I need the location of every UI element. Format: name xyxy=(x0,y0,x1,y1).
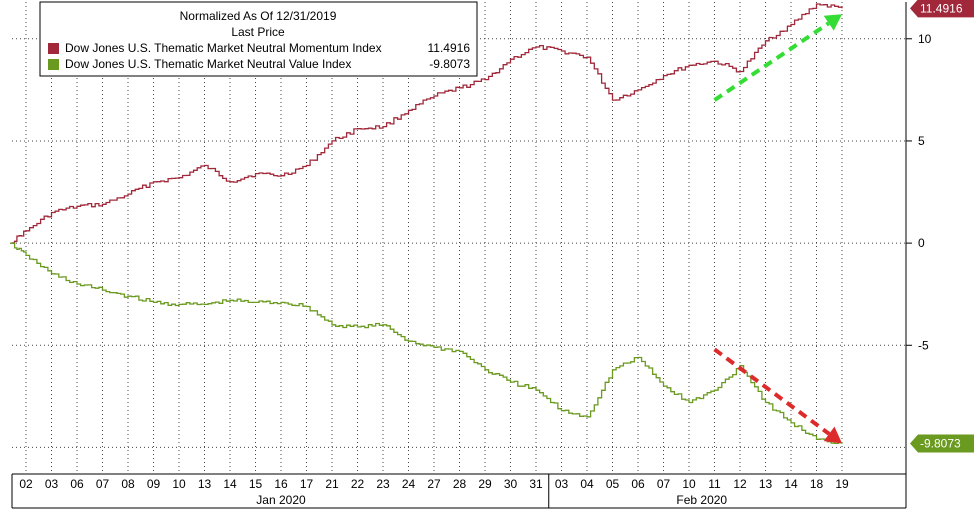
x-tick-label: 04 xyxy=(580,477,594,491)
x-tick-label: 23 xyxy=(376,477,390,491)
x-tick-label: 24 xyxy=(402,477,416,491)
y-tick-label: 0 xyxy=(918,236,925,250)
month-label: Jan 2020 xyxy=(256,493,306,507)
last-price-label: -9.8073 xyxy=(920,437,961,451)
series-line xyxy=(10,3,843,244)
x-tick-label: 22 xyxy=(351,477,365,491)
x-tick-label: 17 xyxy=(300,477,314,491)
x-tick-label: 07 xyxy=(657,477,671,491)
trend-arrows xyxy=(713,14,842,444)
x-tick-label: 03 xyxy=(555,477,569,491)
x-tick-label: 30 xyxy=(504,477,518,491)
legend-series-last: 11.4916 xyxy=(428,41,471,55)
trend-arrow-head xyxy=(823,426,842,444)
legend-swatch xyxy=(48,59,59,70)
x-tick-label: 13 xyxy=(198,477,212,491)
legend-subtitle: Last Price xyxy=(231,25,285,39)
month-label: Feb 2020 xyxy=(676,493,727,507)
x-tick-label: 07 xyxy=(96,477,110,491)
last-price-label: 11.4916 xyxy=(920,1,963,15)
legend-series-name: Dow Jones U.S. Thematic Market Neutral V… xyxy=(65,57,351,71)
x-tick-label: 06 xyxy=(70,477,84,491)
y-tick-label: -5 xyxy=(918,338,929,352)
x-tick-label: 05 xyxy=(606,477,620,491)
legend-title: Normalized As Of 12/31/2019 xyxy=(180,9,337,23)
x-tick-label: 12 xyxy=(733,477,747,491)
x-tick-label: 08 xyxy=(121,477,135,491)
x-tick-label: 11 xyxy=(708,477,721,491)
plot-frame xyxy=(11,2,907,509)
trend-arrow-shaft xyxy=(713,347,831,436)
x-tick-label: 09 xyxy=(147,477,161,491)
legend: Normalized As Of 12/31/2019 Last Price Dow… xyxy=(39,1,478,77)
trend-arrow-shaft xyxy=(713,21,830,102)
last-price-tag xyxy=(910,0,974,18)
x-tick-label: 06 xyxy=(631,477,645,491)
x-tick-label: 21 xyxy=(325,477,339,491)
last-price-tag xyxy=(910,434,974,453)
legend-series-last: -9.8073 xyxy=(429,57,470,71)
series-lines xyxy=(10,3,843,445)
x-axis: 02 03 06 07 08 09 10 13 14 15 16 17 21 22 23 24 27 28 29 30… xyxy=(19,474,849,508)
x-tick-label: 02 xyxy=(19,477,33,491)
series-line xyxy=(10,242,843,445)
x-tick-label: 10 xyxy=(172,477,186,491)
x-tick-label: 14 xyxy=(784,477,798,491)
y-axis: 10 5 0 -5 11.4916 -9.8073 xyxy=(906,0,974,453)
legend-series-name: Dow Jones U.S. Thematic Market Neutral M… xyxy=(65,41,382,55)
legend-box xyxy=(39,1,478,77)
x-tick-label: 29 xyxy=(478,477,492,491)
x-tick-label: 18 xyxy=(810,477,824,491)
x-tick-label: 27 xyxy=(427,477,441,491)
x-tick-label: 10 xyxy=(682,477,696,491)
x-tick-label: 31 xyxy=(529,477,543,491)
x-tick-label: 16 xyxy=(274,477,288,491)
x-tick-label: 15 xyxy=(249,477,263,491)
x-tick-label: 28 xyxy=(453,477,467,491)
x-tick-label: 14 xyxy=(223,477,237,491)
x-tick-label: 13 xyxy=(759,477,773,491)
y-tick-label: 5 xyxy=(918,134,925,148)
trend-arrow-head xyxy=(823,14,842,31)
x-tick-label: 03 xyxy=(45,477,59,491)
y-tick-label: 10 xyxy=(918,32,932,46)
legend-swatch xyxy=(48,43,59,54)
x-tick-label: 19 xyxy=(835,477,849,491)
